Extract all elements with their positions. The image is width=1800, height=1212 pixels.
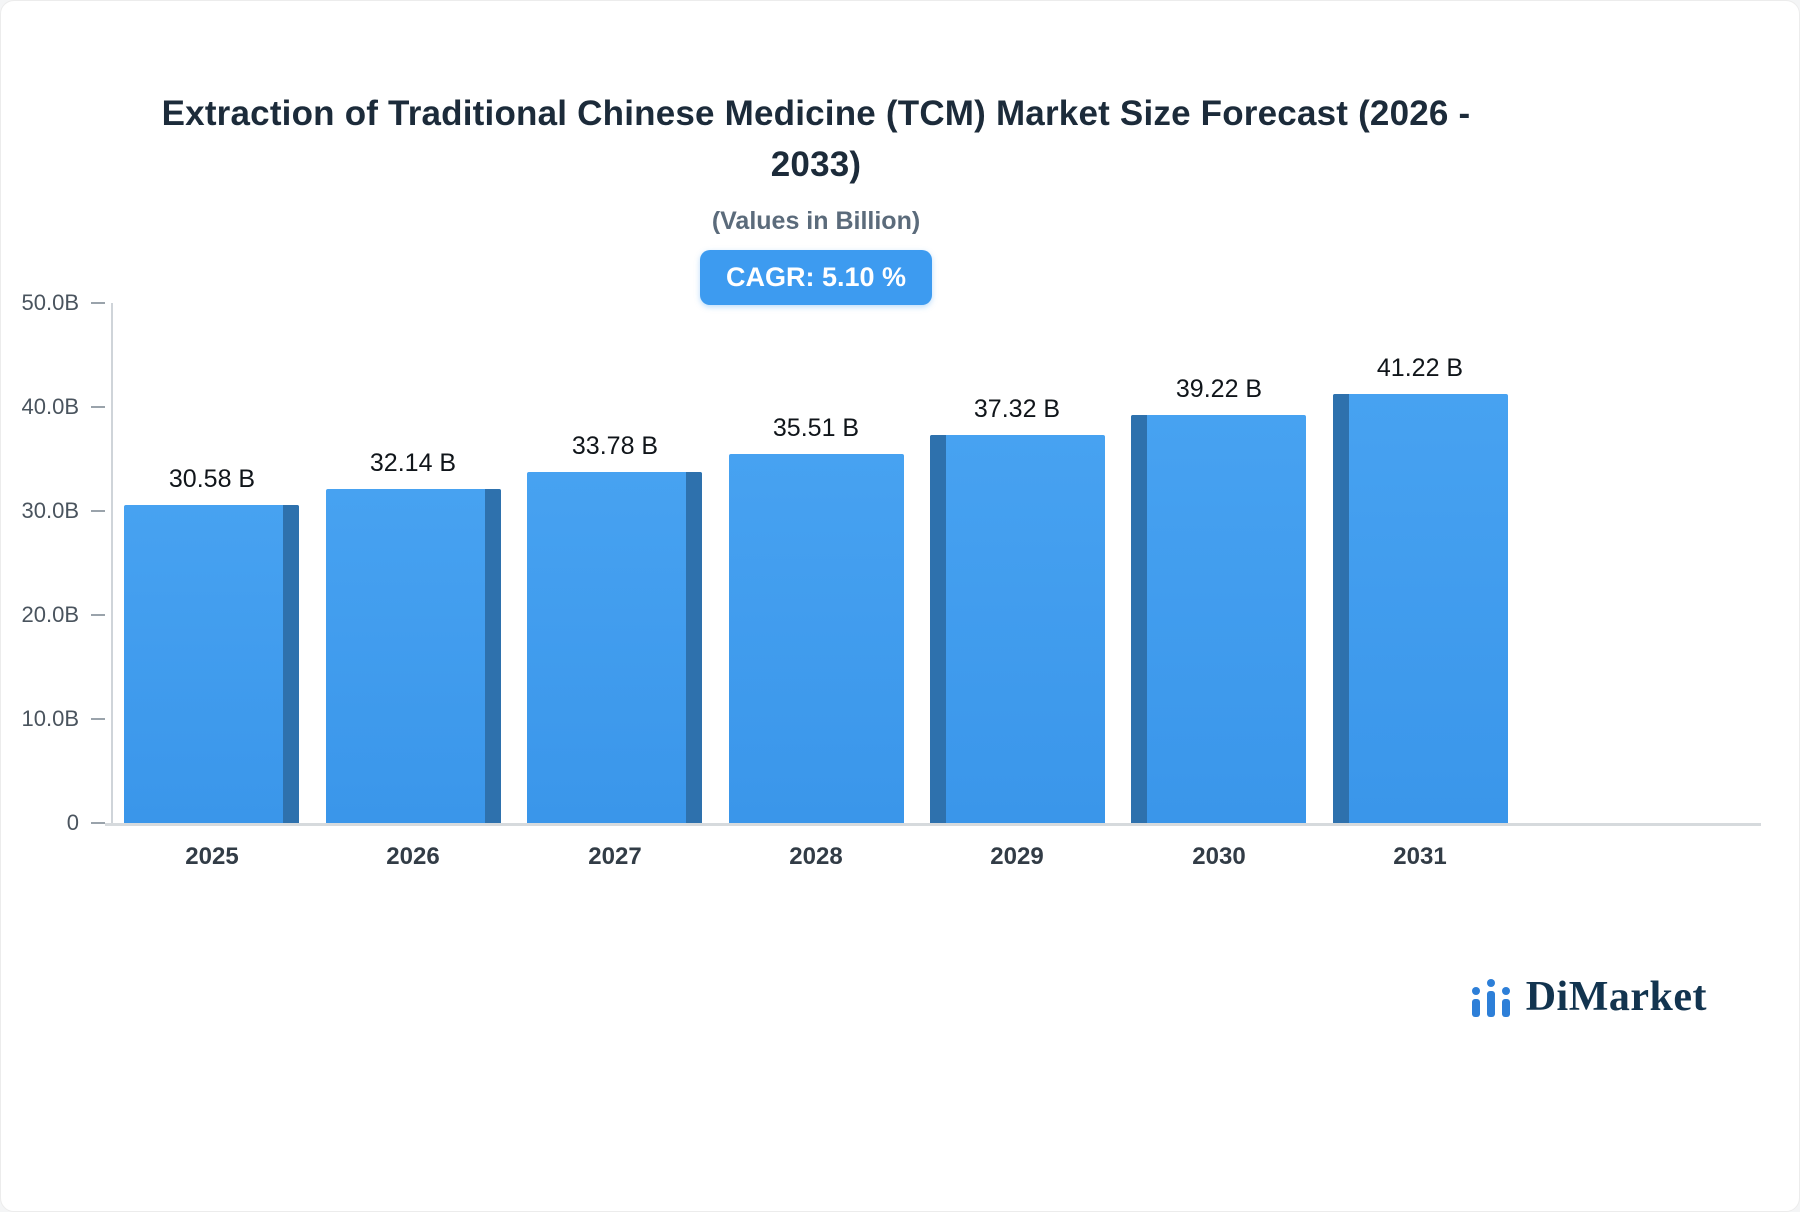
logo-text: DiMarket xyxy=(1525,974,1707,1020)
x-axis-category-label: 2025 xyxy=(185,843,239,870)
bar-3d-side xyxy=(930,435,946,823)
bar-value-label: 39.22 B xyxy=(1175,375,1263,403)
bar-value-label: 37.32 B xyxy=(973,395,1061,423)
y-axis-tick-label: 50.0B xyxy=(21,290,80,315)
bar-3d-side xyxy=(686,472,702,823)
bar-value-label: 32.14 B xyxy=(369,449,457,477)
bar-value-label: 30.58 B xyxy=(168,465,256,493)
y-axis-tick-label: 30.0B xyxy=(21,498,80,523)
chart-header: Extraction of Traditional Chinese Medici… xyxy=(1,89,1631,305)
bar-2029[interactable] xyxy=(930,435,1105,823)
bar-value-label: 35.51 B xyxy=(772,414,860,442)
bar-3d-side xyxy=(283,505,299,823)
y-axis-tick-mark xyxy=(91,822,105,824)
y-axis-tick-mark xyxy=(91,406,105,408)
x-axis-category-label: 2030 xyxy=(1192,843,1246,870)
bar-2025[interactable] xyxy=(124,505,299,823)
y-axis-tick-label: 40.0B xyxy=(21,394,80,419)
bar-2026[interactable] xyxy=(326,489,501,823)
bar-3d-side xyxy=(1333,394,1349,823)
y-axis-tick-label: 10.0B xyxy=(21,706,80,731)
bar-2030[interactable] xyxy=(1131,415,1306,823)
y-axis-tick-mark xyxy=(91,718,105,720)
cagr-badge: CAGR: 5.10 % xyxy=(699,249,933,305)
bar-value-label: 41.22 B xyxy=(1376,354,1464,382)
x-axis-category-label: 2029 xyxy=(990,843,1044,870)
y-axis-tick-mark xyxy=(91,614,105,616)
y-axis-tick-mark xyxy=(91,510,105,512)
chart-subtitle: (Values in Billion) xyxy=(711,206,921,235)
x-axis-category-label: 2026 xyxy=(386,843,440,870)
x-axis-category-label: 2028 xyxy=(789,843,843,870)
bar-value-label: 33.78 B xyxy=(571,432,659,460)
bar-2031[interactable] xyxy=(1333,394,1508,823)
chart-title: Extraction of Traditional Chinese Medici… xyxy=(161,94,1471,184)
y-axis-line xyxy=(111,303,113,823)
x-axis-category-label: 2031 xyxy=(1393,843,1447,870)
y-axis-tick-label: 0 xyxy=(66,810,79,835)
dimarket-bars-icon xyxy=(1468,974,1514,1020)
bar-3d-side xyxy=(485,489,501,823)
bar-chart: 50.0B 40.0B 30.0B 20.0B 10.0B 0 30.58 B 2025 32.… xyxy=(1,290,1799,913)
y-axis-tick-label: 20.0B xyxy=(21,602,80,627)
bar-2028[interactable] xyxy=(729,454,904,823)
bar-3d-side xyxy=(1131,415,1147,823)
x-axis-line xyxy=(105,823,1761,826)
brand-logo[interactable]: DiMarket xyxy=(1468,973,1707,1021)
bar-2027[interactable] xyxy=(527,472,702,823)
x-axis-category-label: 2027 xyxy=(588,843,642,870)
y-axis-tick-mark xyxy=(91,302,105,304)
